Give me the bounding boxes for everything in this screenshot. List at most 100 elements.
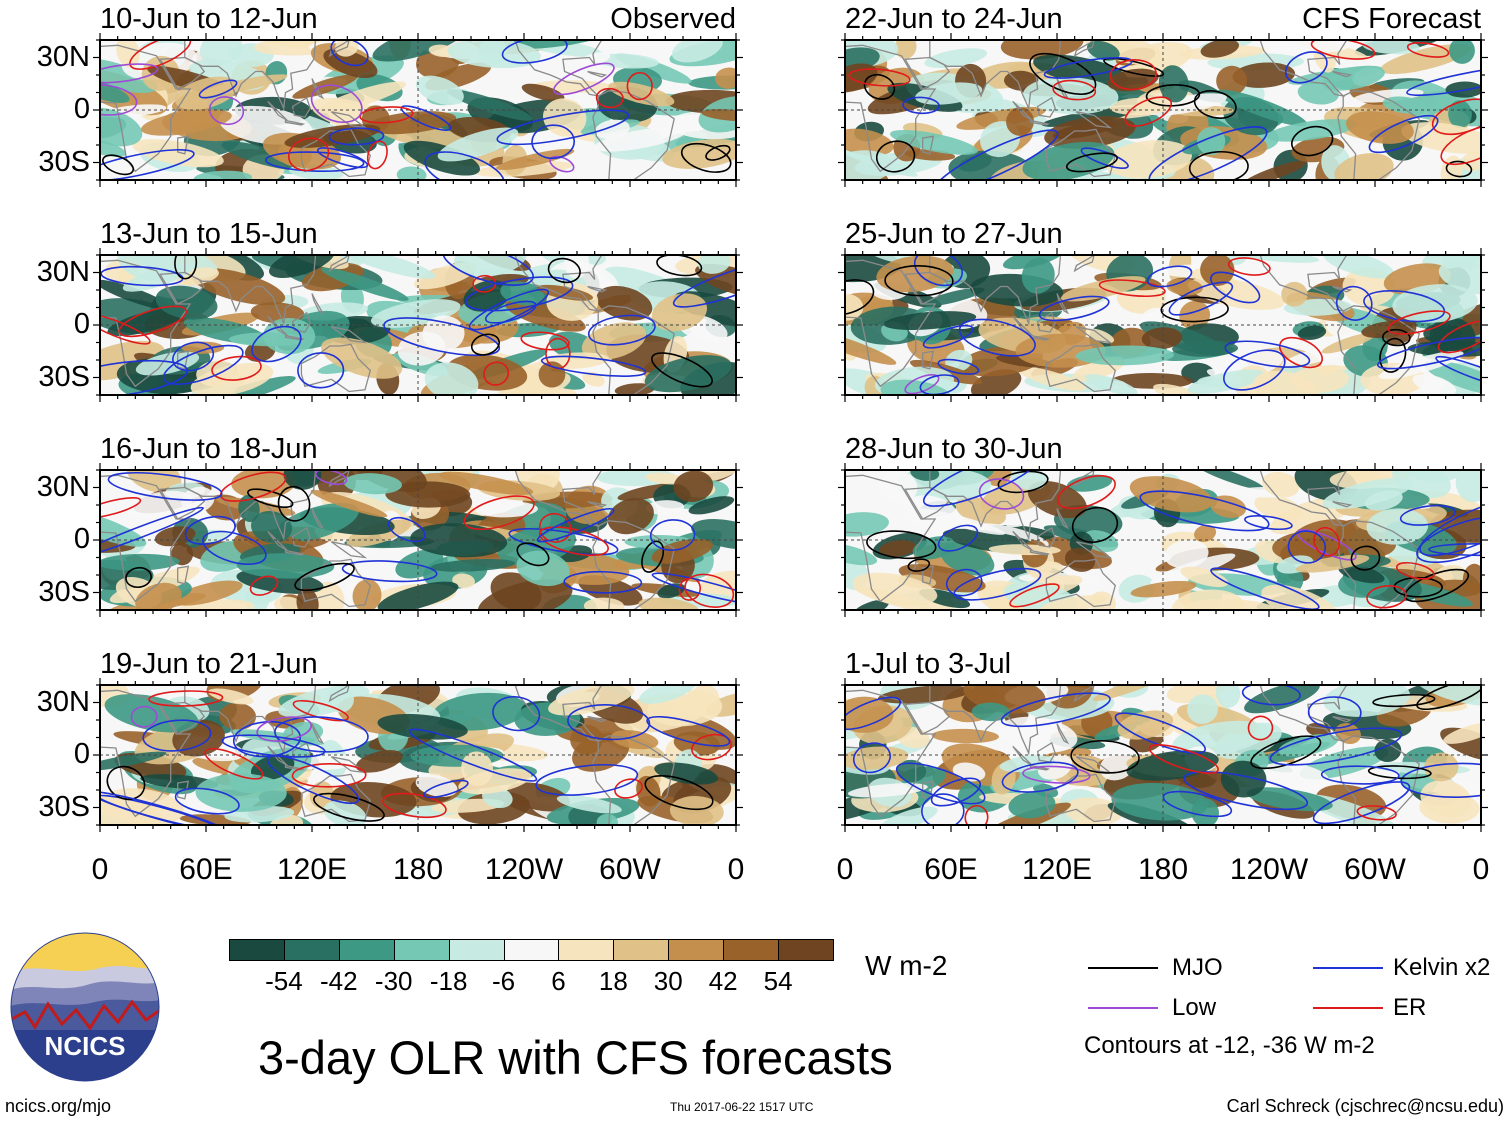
coastline (1056, 78, 1070, 100)
coastline (1259, 685, 1348, 743)
panel-period-title: 25-Jun to 27-Jun (845, 218, 1063, 250)
low-contour (310, 84, 363, 123)
olr-anomaly-blob (662, 139, 736, 169)
lat-tick-label: 30S (38, 145, 90, 178)
panel-period-title: 1-Jul to 3-Jul (845, 648, 1012, 680)
kelvin-contour (174, 787, 240, 815)
colorbar-tick-label: 18 (598, 966, 628, 996)
olr-anomaly-blob (1374, 738, 1402, 763)
olr-anomaly-blob (1039, 595, 1107, 610)
olr-anomaly-blob (327, 686, 354, 713)
lon-tick-label: 180 (1137, 853, 1189, 886)
olr-anomaly-blob (1438, 261, 1481, 295)
er-contour (1109, 59, 1157, 91)
main-title: 3-day OLR with CFS forecasts (258, 1031, 893, 1084)
olr-anomaly-blob (1419, 792, 1480, 824)
kelvin-contour (1162, 790, 1233, 818)
kelvin-contour (297, 352, 345, 389)
mjo-contour (875, 140, 916, 173)
coastline (291, 526, 311, 548)
olr-anomaly-blob (1443, 722, 1481, 744)
kelvin-contour (107, 471, 223, 501)
mjo-contour (1372, 693, 1436, 708)
olr-anomaly-blob (1000, 40, 1084, 60)
olr-panel: 13-Jun to 15-Jun 30N 0 30S (37, 220, 743, 402)
olr-anomaly-blob (1299, 746, 1389, 780)
olr-anomaly-blob (581, 52, 611, 66)
lat-tick-label: 30N (36, 40, 90, 73)
kelvin-contour (508, 527, 619, 556)
low-contour (978, 478, 1025, 510)
olr-anomaly-blob (1366, 508, 1429, 545)
legend-swatch-low (1088, 1007, 1158, 1009)
coastline (1076, 756, 1113, 774)
er-contour (287, 137, 330, 172)
coastline (311, 508, 325, 530)
olr-anomaly-blob (1041, 107, 1139, 127)
coastline (184, 40, 317, 111)
olr-anomaly-blob (355, 750, 403, 773)
colorbar-tick-label: -18 (429, 966, 468, 996)
mjo-contour (1382, 328, 1411, 347)
olr-anomaly-blob (100, 279, 171, 310)
olr-anomaly-blob (593, 126, 687, 152)
lat-tick-label: 30S (38, 360, 90, 393)
olr-anomaly-blob (140, 109, 232, 136)
low-contour (256, 716, 313, 742)
kelvin-contour (672, 259, 736, 308)
kelvin-contour (423, 779, 469, 799)
coastline (267, 530, 288, 552)
olr-anomaly-blob (100, 57, 158, 94)
coastline (514, 470, 603, 528)
kelvin-contour (945, 568, 983, 597)
olr-anomaly-blob (890, 129, 978, 155)
coastline (1029, 549, 1051, 556)
colorbar-tick-label: -42 (320, 966, 358, 996)
olr-anomaly-blob (320, 267, 409, 301)
coastline (1029, 764, 1051, 771)
er-contour (691, 733, 733, 761)
coastline (1259, 40, 1348, 98)
olr-anomaly-blob (651, 293, 708, 332)
olr-panel: 10-Jun to 12-Jun Observed 30N 0 30S (37, 5, 743, 187)
mjo-contour (866, 530, 937, 560)
olr-anomaly-blob (292, 74, 358, 99)
olr-anomaly-blob (564, 255, 589, 279)
mjo-contour (997, 470, 1049, 494)
olr-anomaly-blob (915, 508, 1006, 535)
olr-anomaly-blob (607, 498, 654, 535)
kelvin-contour (264, 151, 365, 173)
coastline (311, 293, 325, 315)
kelvin-contour (492, 695, 541, 732)
lon-tick-label: 120E (276, 853, 348, 886)
kelvin-contour (895, 762, 986, 805)
olr-anomaly-blob (1194, 470, 1265, 490)
er-contour (520, 331, 570, 351)
olr-anomaly-blob (1172, 340, 1239, 357)
olr-anomaly-blob (1429, 317, 1476, 355)
lon-tick-label: 60W (1344, 853, 1406, 886)
olr-map (93, 463, 743, 617)
colorbar-tick-label: -6 (491, 966, 516, 996)
olr-map (838, 248, 1488, 402)
olr-anomaly-blob (1129, 476, 1213, 513)
olr-anomaly-blob (1461, 151, 1481, 172)
olr-anomaly-blob (1322, 478, 1413, 509)
kelvin-contour (922, 324, 974, 349)
lat-tick-label: 0 (73, 93, 90, 125)
lon-tick-label: 60E (924, 853, 978, 886)
olr-anomaly-blob (1382, 96, 1429, 114)
olr-anomaly-blob (432, 692, 527, 731)
olr-anomaly-blob (845, 696, 894, 733)
olr-anomaly-blob (614, 383, 655, 395)
mjo-contour (1350, 545, 1381, 571)
olr-anomaly-blob (116, 40, 140, 68)
coastline (1073, 40, 1095, 58)
coastline (1012, 315, 1033, 337)
site-link[interactable]: ncics.org/mjo (5, 1096, 112, 1116)
olr-anomaly-blob (107, 308, 185, 336)
olr-anomaly-blob (1362, 40, 1420, 55)
olr-anomaly-blob (1338, 564, 1385, 584)
mjo-contour (1188, 150, 1249, 180)
coastline (587, 500, 608, 508)
